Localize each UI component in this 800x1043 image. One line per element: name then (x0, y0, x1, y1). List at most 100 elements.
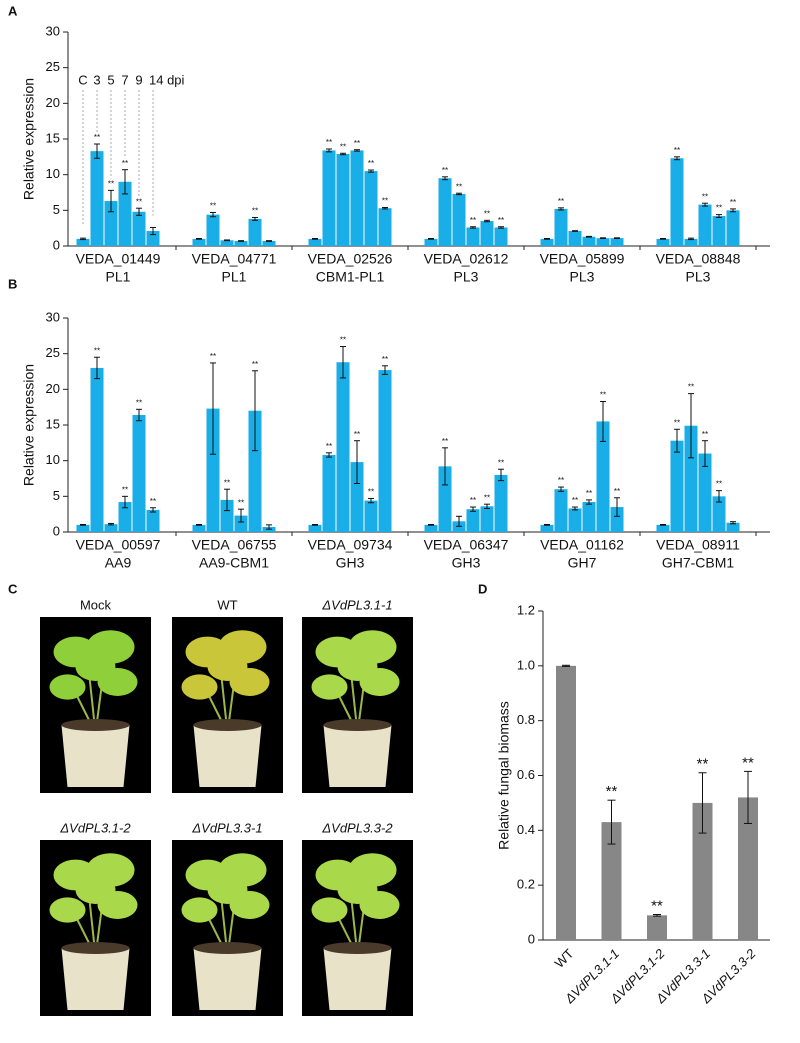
error-bar (122, 169, 128, 195)
error-bar (340, 346, 346, 379)
error-bar (210, 211, 216, 218)
significance-label: ** (136, 197, 142, 206)
error-bar (312, 238, 318, 240)
significance-label: ** (340, 142, 346, 151)
bar (206, 408, 220, 532)
x-tick-label: VEDA_05899 (540, 251, 625, 267)
error-bar (382, 206, 388, 210)
leaf (75, 653, 116, 681)
bar (90, 367, 104, 532)
bar (350, 150, 364, 246)
bar (118, 181, 132, 246)
x-tick-label: WT (552, 946, 577, 971)
significance-label: ** (252, 360, 258, 369)
error-bar (698, 772, 707, 834)
error-bar (136, 408, 142, 422)
error-bar (456, 515, 462, 527)
bar (364, 171, 378, 246)
significance-label: ** (688, 383, 694, 392)
photo (302, 840, 413, 1016)
error-bar (653, 914, 661, 917)
error-bar (122, 495, 128, 509)
bar (350, 462, 364, 532)
error-bar (600, 400, 606, 442)
y-tick-label: 0.6 (517, 767, 535, 782)
bar (76, 238, 90, 246)
panel-label: A (8, 3, 18, 18)
bar (206, 214, 220, 246)
bar (322, 150, 336, 246)
error-bar (252, 216, 258, 221)
bar (262, 241, 276, 246)
bar (336, 153, 350, 246)
x-tick-label: VEDA_04771 (192, 251, 277, 267)
photo-label: ΔVdPL3.1-2 (59, 820, 131, 835)
photo-label: WT (217, 597, 237, 612)
time-label: 3 (93, 72, 100, 87)
leaf (207, 876, 248, 904)
pot (323, 725, 392, 787)
y-tick-label: 15 (46, 130, 60, 145)
bar (670, 440, 684, 532)
error-bar (80, 524, 86, 526)
error-bar (498, 226, 504, 229)
error-bar (196, 238, 202, 240)
significance-label: ** (94, 133, 100, 142)
x-tick-label: VEDA_09734 (308, 537, 393, 553)
bar (540, 238, 554, 246)
time-label: 5 (107, 72, 114, 87)
y-tick-label: 0 (53, 237, 60, 252)
bar (698, 204, 712, 246)
photo (172, 617, 283, 793)
error-bar (108, 189, 114, 213)
bar (220, 240, 234, 246)
leaf (337, 653, 378, 681)
error-bar (340, 152, 346, 156)
significance-label: ** (340, 336, 346, 345)
error-bar (442, 447, 448, 486)
error-bar (586, 235, 592, 238)
y-tick-label: 30 (46, 23, 60, 38)
significance-label: ** (572, 496, 578, 505)
error-bar (470, 506, 476, 512)
x-tick-label: VEDA_02526 (308, 251, 393, 267)
photo (302, 617, 413, 793)
y-tick-label: 0 (53, 523, 60, 538)
significance-label: ** (252, 207, 258, 216)
x-tick-sublabel: AA9 (105, 555, 132, 571)
error-bar (660, 524, 666, 526)
pot-rim (193, 719, 262, 731)
error-bar (558, 486, 564, 492)
bar (192, 524, 206, 532)
panel-label: B (8, 276, 17, 291)
bar (336, 362, 350, 532)
bar (494, 227, 508, 246)
bar (466, 509, 480, 532)
bar (192, 238, 206, 246)
significance-label: ** (150, 497, 156, 506)
error-bar (674, 156, 680, 161)
photo (172, 840, 283, 1016)
error-bar (544, 238, 550, 240)
significance-label: ** (484, 493, 490, 502)
bar (596, 421, 610, 532)
error-bar (456, 192, 462, 196)
x-tick-label: VEDA_08848 (656, 251, 741, 267)
photo-label: ΔVdPL3.3-1 (191, 820, 262, 835)
significance-label: ** (368, 488, 374, 497)
pot (323, 948, 392, 1010)
leaf (207, 653, 248, 681)
bar (738, 797, 758, 940)
y-tick-label: 25 (46, 345, 60, 360)
significance-label: ** (730, 198, 736, 207)
bar (480, 221, 494, 246)
bar (234, 241, 248, 246)
significance-label: ** (442, 437, 448, 446)
error-bar (484, 219, 490, 223)
significance-label: ** (122, 159, 128, 168)
y-tick-label: 15 (46, 416, 60, 431)
significance-label: ** (716, 204, 722, 213)
significance-label: ** (674, 146, 680, 155)
bar (438, 178, 452, 246)
significance-label: ** (456, 182, 462, 191)
